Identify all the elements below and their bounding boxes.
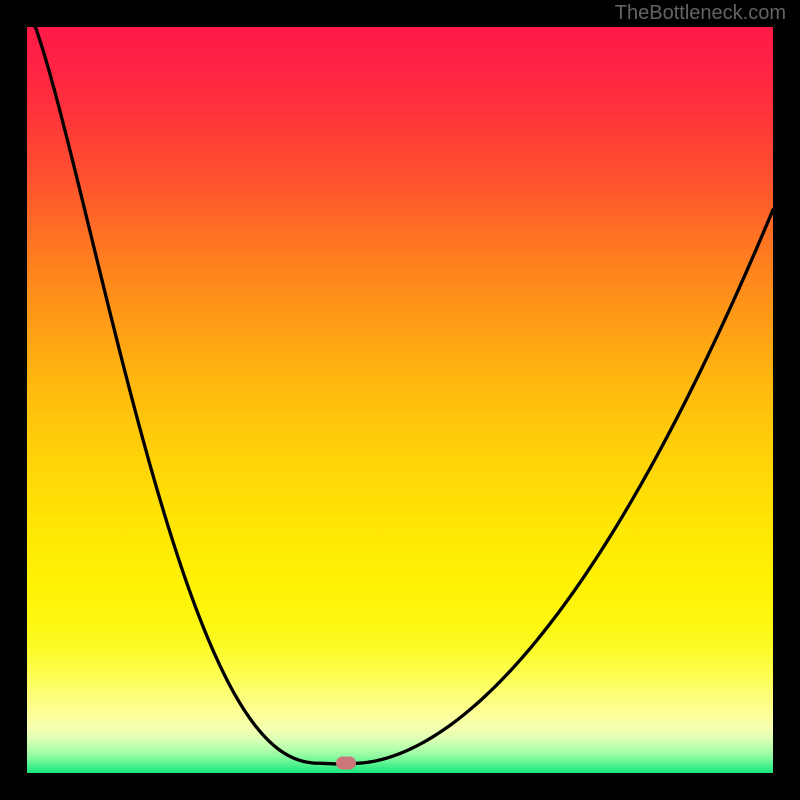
curve-path [27, 27, 773, 764]
bottleneck-curve [27, 27, 773, 773]
watermark-text: TheBottleneck.com [615, 2, 786, 25]
optimum-marker [336, 757, 356, 770]
plot-area [27, 27, 773, 773]
